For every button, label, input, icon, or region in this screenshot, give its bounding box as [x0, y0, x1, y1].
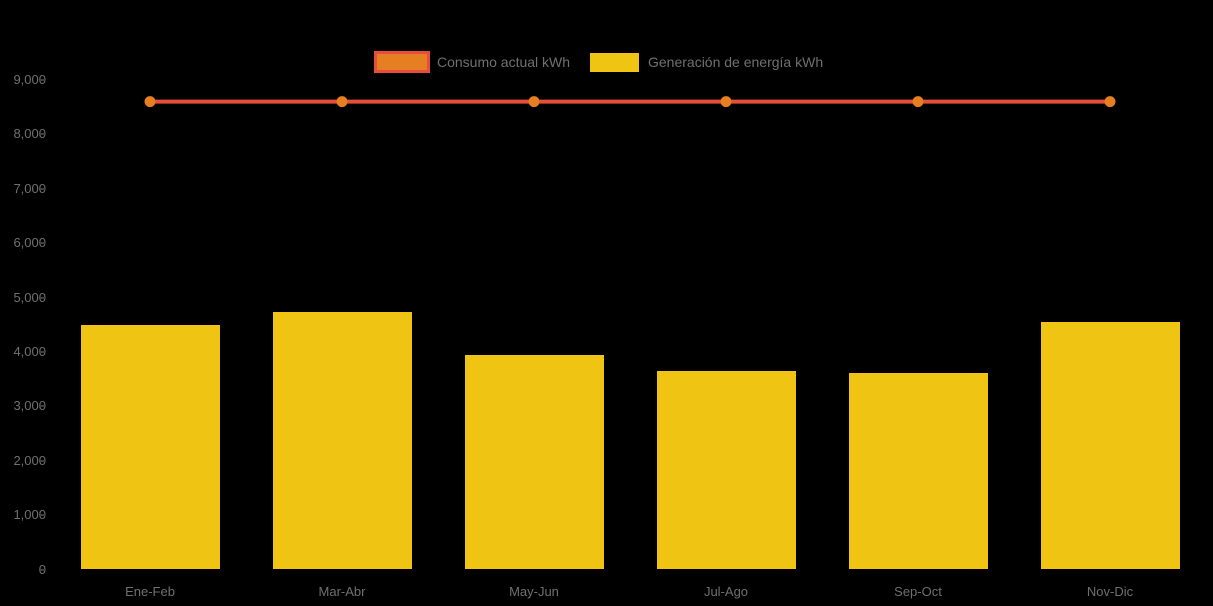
- x-axis-label: Sep-Oct: [894, 584, 942, 599]
- legend-item-consumo[interactable]: Consumo actual kWh: [437, 54, 571, 70]
- y-axis-tick-label: 6,000: [13, 235, 46, 251]
- bar-generacion[interactable]: [1040, 321, 1180, 570]
- y-axis-tick-mark: [40, 187, 45, 190]
- y-axis-tick-label: 9,000: [13, 71, 46, 87]
- consumo-series-swatch-icon[interactable]: [374, 51, 430, 73]
- y-axis-tick-label: 5,000: [13, 289, 46, 305]
- x-axis-label: Nov-Dic: [1086, 584, 1134, 599]
- y-axis-tick-label: 2,000: [13, 452, 46, 468]
- bar-generacion[interactable]: [80, 324, 220, 570]
- x-axis-label: May-Jun: [509, 584, 559, 599]
- bar-generacion[interactable]: [848, 373, 988, 570]
- y-axis-tick-mark: [40, 568, 45, 571]
- y-axis-tick-mark: [40, 242, 45, 245]
- y-axis-tick-label: 3,000: [13, 398, 46, 414]
- consumo-point[interactable]: [1104, 96, 1116, 108]
- y-axis-tick-label: 4,000: [13, 343, 46, 359]
- y-axis-tick-mark: [40, 405, 45, 408]
- x-axis-label: Ene-Feb: [125, 584, 175, 599]
- y-axis-tick-label: 1,000: [13, 507, 46, 523]
- x-axis-label: Mar-Abr: [318, 584, 366, 599]
- consumo-point[interactable]: [912, 96, 924, 108]
- bar-generacion[interactable]: [464, 354, 604, 570]
- y-axis-tick-mark: [40, 78, 45, 81]
- generacion-series-swatch-icon[interactable]: [590, 53, 639, 72]
- y-axis-tick-label: 8,000: [13, 126, 46, 142]
- y-axis-tick-mark: [40, 133, 45, 136]
- consumo-point[interactable]: [528, 96, 540, 108]
- x-axis-label: Jul-Ago: [703, 584, 749, 599]
- consumo-point[interactable]: [336, 96, 348, 108]
- y-axis-tick-label: 7,000: [13, 180, 46, 196]
- consumo-point[interactable]: [144, 96, 156, 108]
- bar-generacion[interactable]: [656, 371, 796, 570]
- bar-generacion[interactable]: [272, 312, 412, 570]
- y-axis-tick-mark: [40, 296, 45, 299]
- legend-item-generacion[interactable]: Generación de energía kWh: [648, 54, 824, 70]
- y-axis-tick-mark: [40, 350, 45, 353]
- y-axis-tick-mark: [40, 459, 45, 462]
- consumo-point[interactable]: [720, 96, 732, 108]
- y-axis-tick-mark: [40, 514, 45, 517]
